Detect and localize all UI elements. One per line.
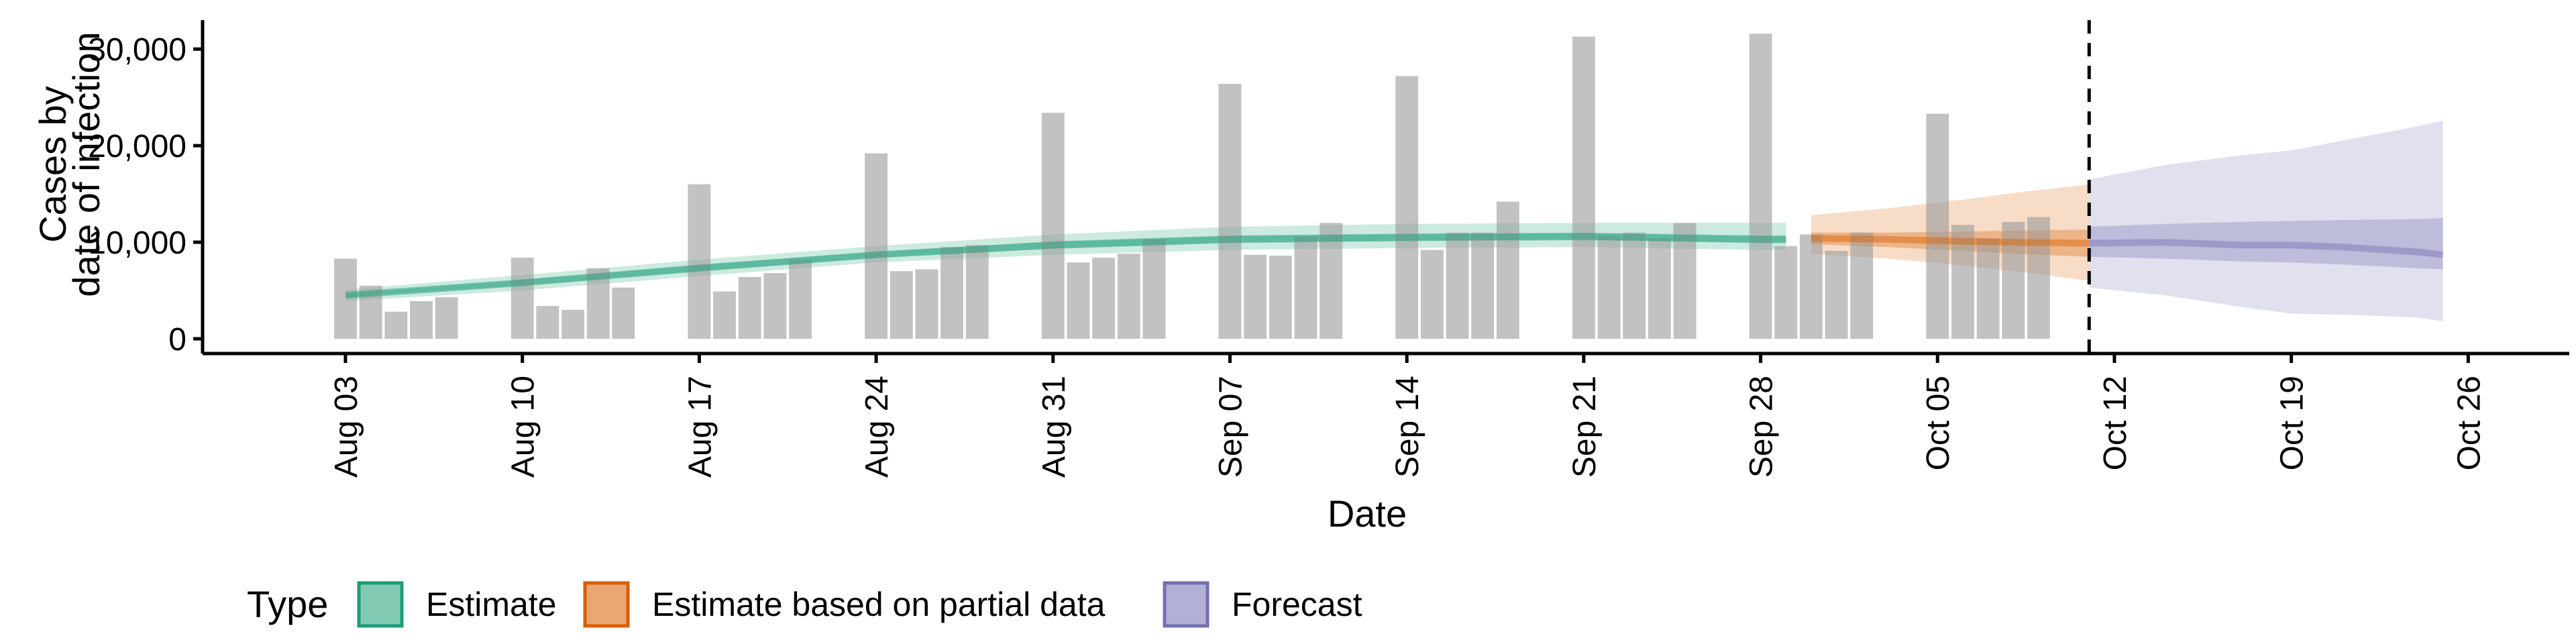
x-tick-label: Aug 31: [1036, 376, 1072, 478]
case-bar: [890, 271, 913, 339]
case-bars: [334, 34, 2050, 339]
case-bar: [789, 260, 812, 339]
case-bar: [561, 309, 584, 339]
case-bar: [1926, 113, 1949, 339]
case-bar: [1673, 223, 1697, 339]
case-bar: [1572, 36, 1595, 339]
case-bar: [612, 287, 635, 339]
legend: Type Estimate Estimate based on partial d…: [247, 581, 1362, 628]
case-bar: [1446, 232, 1469, 339]
x-tick-label: Aug 24: [859, 376, 895, 478]
case-bar: [2002, 221, 2025, 339]
case-bar: [1244, 254, 1267, 339]
y-tick-label: 10,000: [88, 225, 186, 261]
y-tick-label: 20,000: [88, 129, 186, 164]
case-bar: [536, 306, 559, 339]
case-bar: [334, 258, 357, 339]
case-bar: [359, 285, 382, 339]
case-bar: [384, 311, 408, 339]
y-axis-title: Cases by date of infection: [32, 32, 107, 297]
case-bar: [1269, 256, 1292, 339]
forecast-90-band: [2089, 120, 2443, 322]
case-bar: [511, 258, 534, 339]
case-bar: [1799, 234, 1823, 339]
case-bar: [1976, 238, 2000, 339]
case-bar: [1623, 232, 1646, 339]
estimate-based-on-partial-data-median-line: [1811, 235, 2090, 247]
case-bar: [1420, 250, 1444, 339]
case-bar: [1117, 254, 1140, 339]
case-bar: [738, 276, 761, 339]
x-tick-label: Oct 12: [2098, 376, 2133, 470]
case-bar: [1648, 238, 1671, 339]
x-tick-label: Sep 14: [1390, 376, 1426, 478]
legend-swatch-estimate-based-on-partial-data: [583, 581, 630, 628]
x-tick-label: Oct 19: [2275, 376, 2310, 470]
case-bar: [1471, 232, 1495, 339]
case-bar: [965, 245, 989, 339]
case-bar: [1597, 235, 1621, 339]
x-axis-title: Date: [1328, 492, 1407, 535]
x-axis: Aug 03 Aug 10 Aug 17 Aug 24 Aug 31 Sep 07 Sep …: [329, 354, 2487, 478]
case-bar: [865, 153, 888, 339]
y-tick-label: 0: [168, 322, 186, 358]
case-bar: [688, 184, 711, 339]
case-bar: [435, 297, 458, 339]
case-bar: [1951, 225, 1974, 339]
case-bar: [1749, 34, 1772, 339]
y-axis: 0 10,000 20,000 30,000: [88, 32, 203, 358]
case-bar: [1067, 262, 1090, 339]
case-bar: [1320, 223, 1343, 339]
legend-swatch-estimate: [357, 581, 404, 628]
legend-label-estimate-based-on-partial-data: Estimate based on partial data: [652, 586, 1106, 623]
x-tick-label: Aug 10: [506, 376, 541, 478]
x-tick-label: Sep 07: [1213, 376, 1248, 478]
case-bar: [941, 247, 963, 339]
case-bar: [1218, 84, 1242, 339]
case-bar: [1092, 258, 1116, 339]
x-tick-label: Aug 03: [329, 376, 364, 478]
legend-title: Type: [247, 583, 328, 625]
case-bar: [2027, 217, 2050, 339]
case-bar: [763, 273, 787, 339]
forecast-50-band: [2089, 218, 2443, 270]
case-bar: [410, 301, 433, 339]
median-lines: [345, 233, 2444, 299]
case-bar: [1774, 246, 1798, 339]
x-tick-label: Oct 05: [1921, 376, 1956, 470]
legend-label-forecast: Forecast: [1232, 586, 1362, 623]
estimate-90-band: [345, 223, 1786, 301]
x-tick-label: Oct 26: [2451, 376, 2487, 470]
case-bar: [713, 291, 736, 339]
y-axis-title-line-1: Cases by: [32, 86, 74, 242]
case-bar: [1496, 201, 1519, 339]
case-bar: [1850, 232, 1874, 339]
x-tick-label: Aug 17: [682, 376, 718, 478]
case-bar: [1041, 113, 1065, 339]
y-tick-label: 30,000: [88, 32, 186, 68]
x-tick-label: Sep 28: [1744, 376, 1780, 478]
legend-swatch-forecast: [1163, 581, 1210, 628]
forecast-median-line: [2089, 239, 2444, 258]
case-bar: [1395, 76, 1419, 339]
interval-bands: [345, 120, 2443, 322]
legend-label-estimate: Estimate: [426, 586, 557, 623]
estimate-median-line: [345, 233, 1786, 299]
case-bar: [1294, 236, 1318, 339]
case-bar: [1825, 251, 1848, 339]
case-bar: [915, 269, 938, 339]
case-bar: [1142, 239, 1166, 339]
y-axis-title-line-2: date of infection: [65, 32, 107, 297]
case-bar: [586, 268, 610, 339]
x-tick-label: Sep 21: [1567, 376, 1603, 478]
